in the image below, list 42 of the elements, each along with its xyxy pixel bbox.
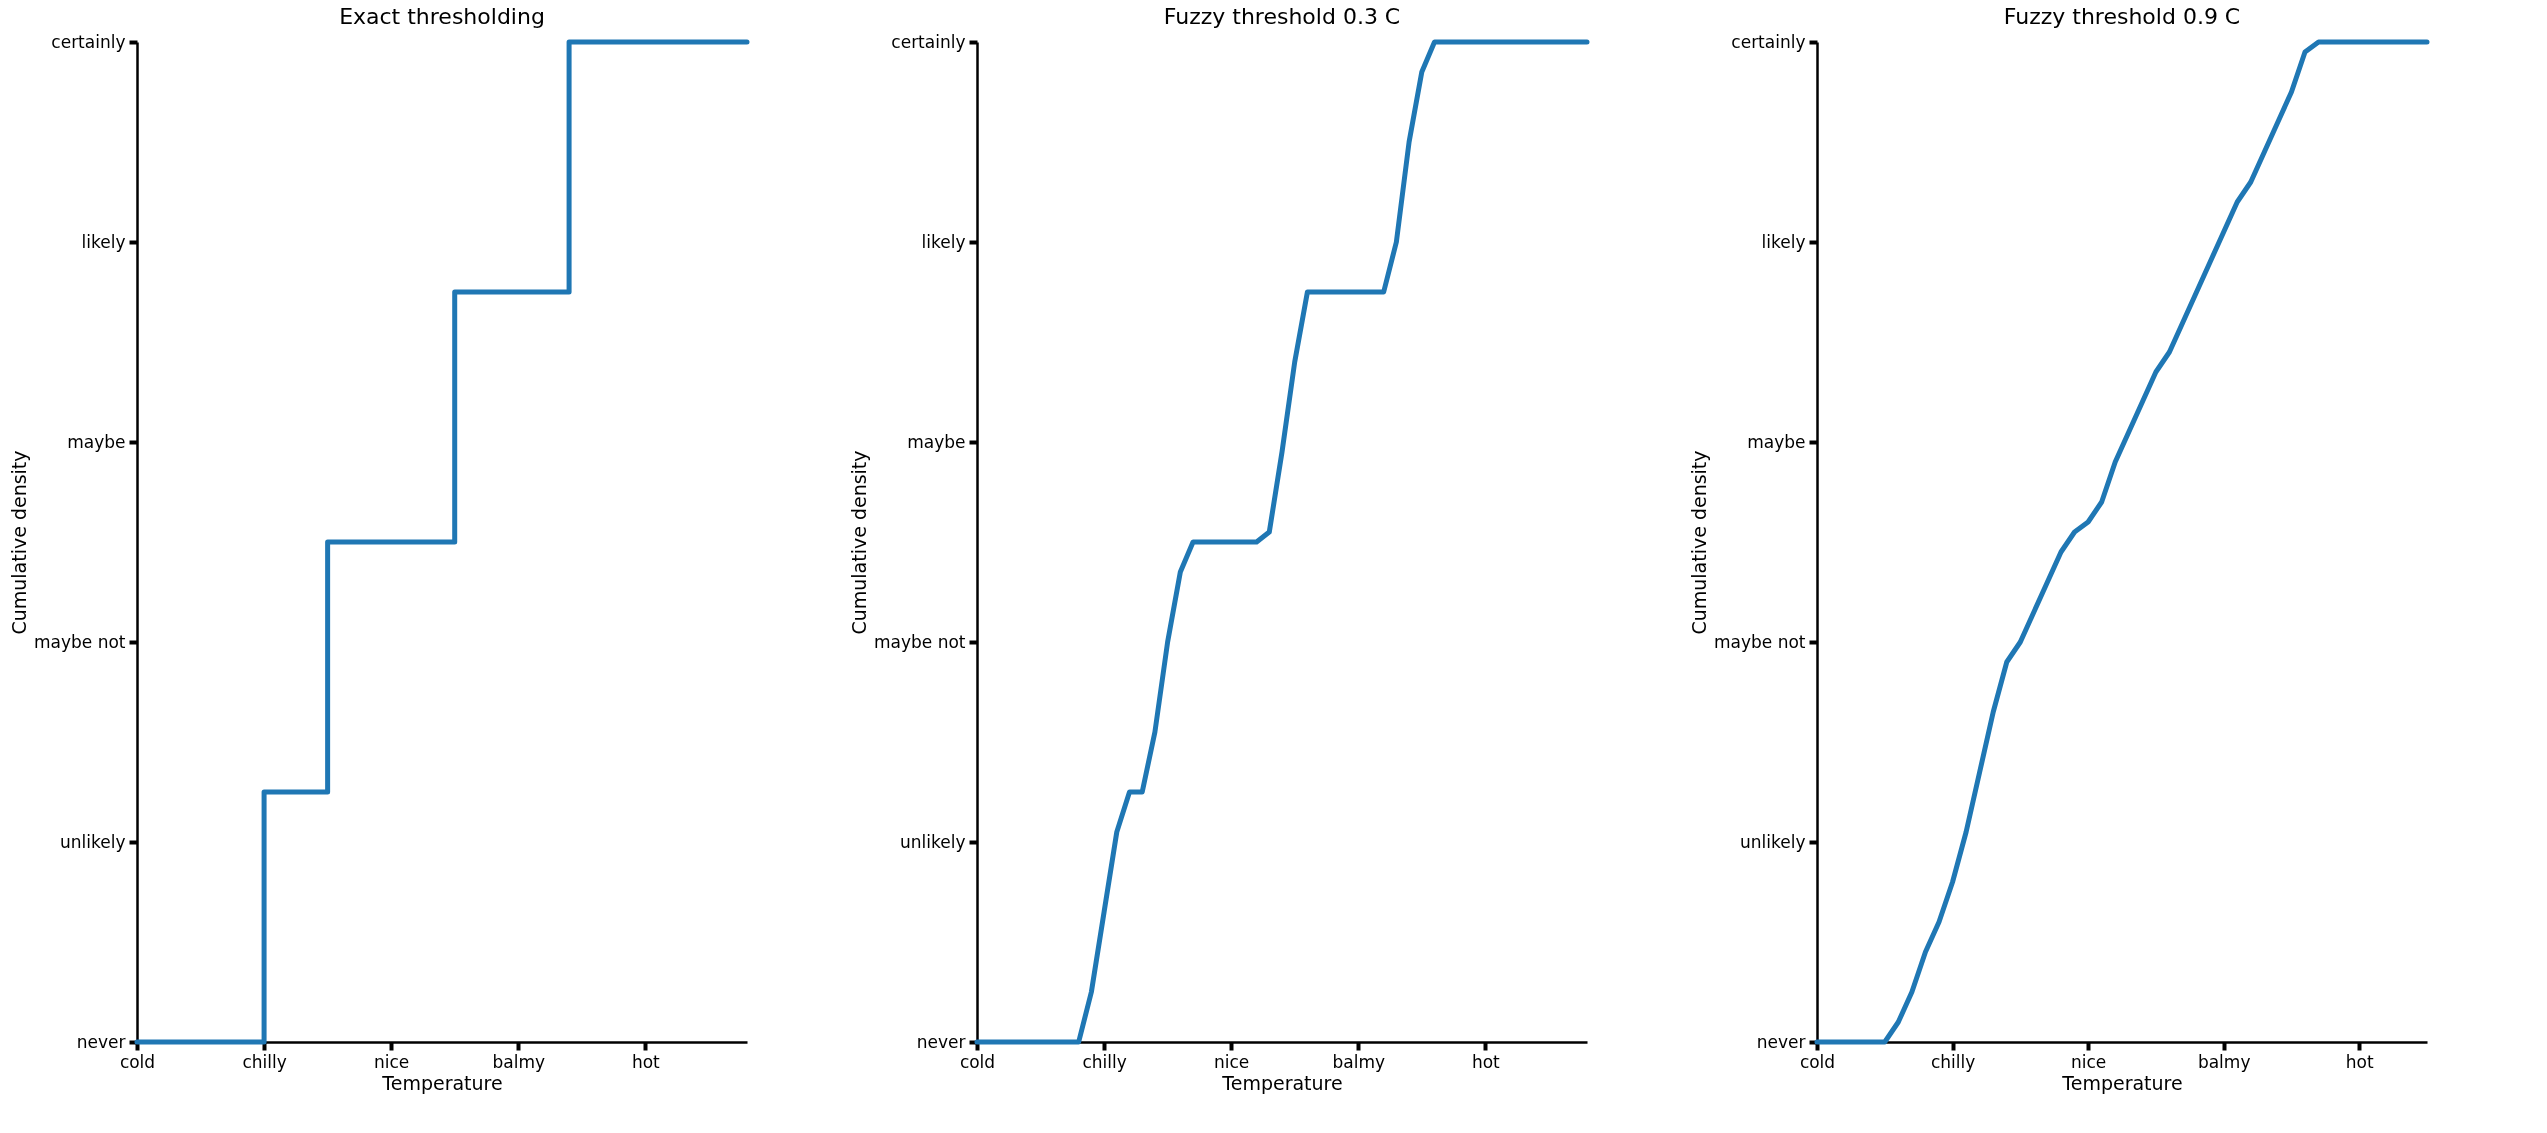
x-tick-label: balmy [1332, 1051, 1386, 1072]
text: maybe not [33, 631, 126, 652]
x-tick-label: chilly [1082, 1051, 1127, 1072]
text: maybe [1747, 431, 1806, 452]
text: likely [921, 231, 966, 252]
text: never [76, 1031, 126, 1052]
text: certainly [891, 31, 966, 52]
text: likely [81, 231, 126, 252]
text: certainly [51, 31, 126, 52]
x-tick-label: cold [1799, 1051, 1836, 1072]
y-axis-title: Cumulative density [7, 450, 30, 635]
x-axis-title: Temperature [2061, 1071, 2183, 1094]
x-tick-label: nice [2070, 1051, 2107, 1072]
x-tick-label: balmy [492, 1051, 546, 1072]
x-tick-label: chilly [242, 1051, 287, 1072]
x-tick-label: hot [2345, 1051, 2374, 1072]
text: never [916, 1031, 966, 1052]
x-tick-label: cold [959, 1051, 996, 1072]
text: maybe [67, 431, 126, 452]
x-tick-label: cold [119, 1051, 156, 1072]
text: certainly [1731, 31, 1806, 52]
x-tick-label: chilly [1930, 1051, 1976, 1072]
x-axis-title: Temperature [1221, 1071, 1343, 1094]
text: unlikely [60, 831, 126, 852]
text: maybe [907, 431, 966, 452]
x-tick-label: nice [374, 1051, 410, 1072]
x-axis-title: Temperature [381, 1071, 503, 1094]
x-tick-label: balmy [2197, 1051, 2251, 1072]
y-axis-title: Cumulative density [847, 450, 870, 635]
text: likely [1761, 231, 1806, 252]
x-tick-label: nice [1214, 1051, 1250, 1072]
y-axis-title: Cumulative density [1687, 450, 1710, 635]
text: unlikely [1740, 831, 1806, 852]
text: maybe not [1713, 631, 1806, 652]
x-tick-label: hot [631, 1051, 661, 1072]
x-tick-label: hot [1471, 1051, 1501, 1072]
chart-title: Fuzzy threshold 0.9 C [2003, 4, 2241, 29]
text: unlikely [900, 831, 966, 852]
text: never [1756, 1031, 1806, 1052]
chart-title: Exact thresholding [339, 4, 545, 29]
chart-title: Fuzzy threshold 0.3 C [1163, 4, 1401, 29]
text: maybe not [873, 631, 966, 652]
